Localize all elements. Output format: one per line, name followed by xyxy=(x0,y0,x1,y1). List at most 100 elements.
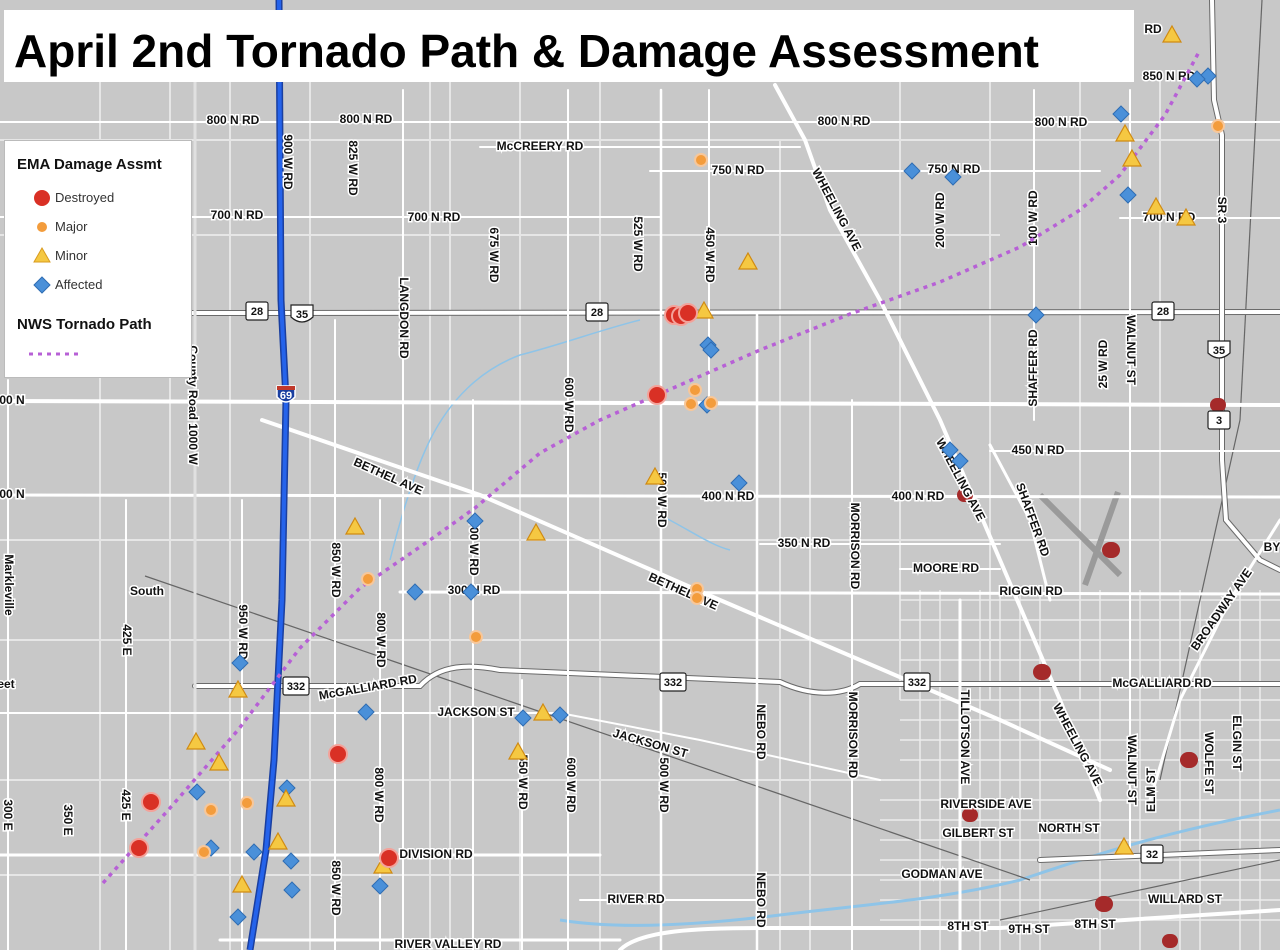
legend-minor-label: Minor xyxy=(55,248,88,263)
damage-point-minor[interactable] xyxy=(525,522,547,541)
damage-point-affected[interactable] xyxy=(231,654,249,672)
damage-point-major[interactable] xyxy=(240,796,254,810)
damage-point-affected[interactable] xyxy=(1188,70,1206,88)
damage-point-affected[interactable] xyxy=(462,583,480,601)
damage-point-affected[interactable] xyxy=(466,512,484,530)
damage-point-major[interactable] xyxy=(204,803,218,817)
damage-point-affected[interactable] xyxy=(357,703,375,721)
road-label: 400 N RD xyxy=(702,489,755,503)
road-label: 800 W RD xyxy=(374,612,388,668)
damage-point-minor[interactable] xyxy=(227,679,249,698)
damage-point-affected[interactable] xyxy=(282,852,300,870)
damage-point-major[interactable] xyxy=(690,591,704,605)
road-label: 425 E xyxy=(120,624,134,655)
damage-point-major[interactable] xyxy=(688,383,702,397)
damage-point-minor[interactable] xyxy=(507,741,529,760)
damage-point-minor[interactable] xyxy=(185,731,207,750)
damage-point-minor[interactable] xyxy=(267,831,289,850)
road-label: GILBERT ST xyxy=(942,826,1014,840)
damage-point-affected[interactable] xyxy=(229,908,247,926)
road-label: BY xyxy=(1264,540,1280,554)
damage-point-destroyed[interactable] xyxy=(678,303,698,323)
damage-point-affected[interactable] xyxy=(406,583,424,601)
damage-point-affected[interactable] xyxy=(371,877,389,895)
damage-point-affected[interactable] xyxy=(283,881,301,899)
route-shield-number: 332 xyxy=(287,681,305,693)
damage-point-affected[interactable] xyxy=(941,441,959,459)
road-label: GODMAN AVE xyxy=(901,867,982,881)
road-label: 8TH ST xyxy=(947,919,989,933)
road-label: RIGGIN RD xyxy=(999,584,1063,598)
road-label: 800 N RD xyxy=(340,112,393,126)
damage-point-major[interactable] xyxy=(694,153,708,167)
damage-point-minor[interactable] xyxy=(1145,196,1167,215)
damage-point-affected[interactable] xyxy=(1119,186,1137,204)
damage-point-minor[interactable] xyxy=(693,300,715,319)
damage-point-affected[interactable] xyxy=(514,709,532,727)
damage-points[interactable] xyxy=(129,24,1225,926)
damage-point-minor[interactable] xyxy=(532,702,554,721)
damage-point-minor[interactable] xyxy=(1114,123,1136,142)
damage-point-minor[interactable] xyxy=(1161,24,1183,43)
damage-point-minor[interactable] xyxy=(275,788,297,807)
route-shield-interstate: 69 xyxy=(276,385,296,403)
damage-point-major[interactable] xyxy=(684,397,698,411)
damage-point-major[interactable] xyxy=(704,396,718,410)
damage-point-minor[interactable] xyxy=(737,251,759,270)
damage-point-minor[interactable] xyxy=(1121,148,1143,167)
damage-point-major[interactable] xyxy=(1211,119,1225,133)
route-shield-state: 28 xyxy=(1151,301,1175,321)
road-label: 600 W RD xyxy=(562,377,576,433)
damage-point-affected[interactable] xyxy=(903,162,921,180)
road-label: 825 W RD xyxy=(346,140,360,196)
road-label: McGALLIARD RD xyxy=(1112,676,1212,690)
road-label: RIVER VALLEY RD xyxy=(395,937,502,950)
title-banner: April 2nd Tornado Path & Damage Assessme… xyxy=(4,10,1134,82)
road-label: 800 N RD xyxy=(1035,115,1088,129)
damage-point-major[interactable] xyxy=(361,572,375,586)
legend-affected-symbol xyxy=(33,276,51,294)
damage-point-affected[interactable] xyxy=(551,706,569,724)
damage-point-affected[interactable] xyxy=(188,783,206,801)
road-label: 675 W RD xyxy=(487,227,501,283)
damage-point-major[interactable] xyxy=(469,630,483,644)
damage-point-affected[interactable] xyxy=(730,474,748,492)
damage-point-minor[interactable] xyxy=(1113,836,1135,855)
damage-point-affected[interactable] xyxy=(702,341,720,359)
legend-symbols xyxy=(29,190,81,356)
building-icons xyxy=(957,398,1226,948)
road-label: 25 W RD xyxy=(1096,339,1110,388)
airport-runways xyxy=(1037,490,1123,587)
legend-heading: EMA Damage Assmt xyxy=(17,156,162,173)
road-label: 300 E xyxy=(1,799,15,830)
damage-point-minor[interactable] xyxy=(231,874,253,893)
road-label: NORTH ST xyxy=(1038,821,1100,835)
road-label: ELGIN ST xyxy=(1230,715,1244,771)
damage-point-minor[interactable] xyxy=(1175,207,1197,226)
damage-point-affected[interactable] xyxy=(1112,105,1130,123)
route-shield-us: 35 xyxy=(290,304,314,323)
damage-point-minor[interactable] xyxy=(344,516,366,535)
damage-point-destroyed[interactable] xyxy=(141,792,161,812)
damage-point-affected[interactable] xyxy=(944,168,962,186)
damage-point-affected[interactable] xyxy=(951,452,969,470)
damage-point-affected[interactable] xyxy=(245,843,263,861)
damage-point-minor[interactable] xyxy=(644,466,666,485)
route-shield-number: 35 xyxy=(1213,345,1225,357)
damage-point-destroyed[interactable] xyxy=(328,744,348,764)
damage-point-destroyed[interactable] xyxy=(647,385,667,405)
damage-point-destroyed[interactable] xyxy=(379,848,399,868)
route-shield-number: 28 xyxy=(591,307,603,319)
road-label: 350 E xyxy=(61,804,75,835)
damage-point-minor[interactable] xyxy=(208,752,230,771)
damage-point-major[interactable] xyxy=(197,845,211,859)
road-label: DIVISION RD xyxy=(399,847,473,861)
damage-point-destroyed[interactable] xyxy=(129,838,149,858)
road-label: 800 N RD xyxy=(818,114,871,128)
road-label: 9TH ST xyxy=(1008,922,1050,936)
damage-point-affected[interactable] xyxy=(1027,306,1045,324)
route-shield-state: 28 xyxy=(585,302,609,322)
